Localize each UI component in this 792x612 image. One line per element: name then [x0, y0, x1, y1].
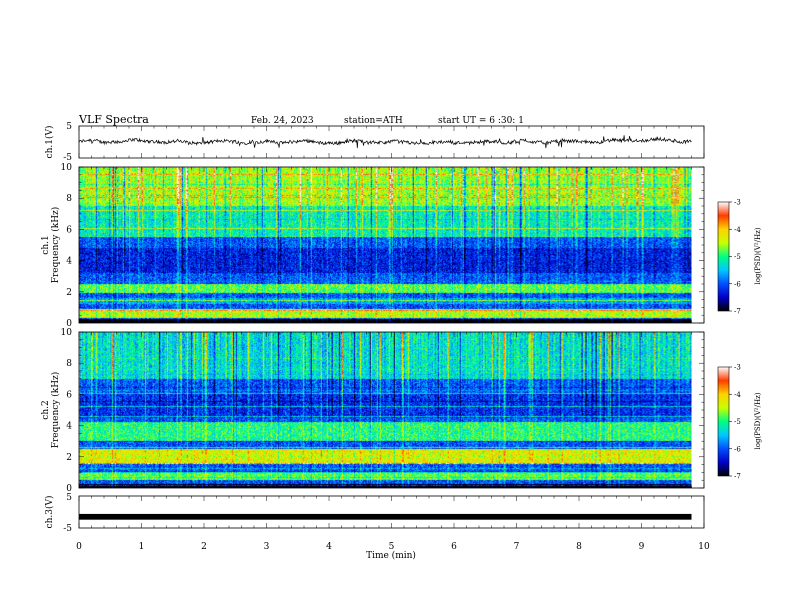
ch1-waveform-panel: 5 -5 ch.1(V) — [44, 122, 705, 163]
ch2-colorbar-label: log(PSD)(V²/Hz) — [754, 392, 762, 449]
ch1-spec-ylabel-bottom: Frequency (kHz) — [50, 207, 61, 284]
ch1-colorbar-fill — [717, 201, 730, 312]
ch1-trace — [78, 135, 692, 149]
ch1-spec-ytick-label: 0 — [66, 319, 72, 329]
time-axis-tick-1: 1 — [139, 542, 145, 552]
ch2-spec-ytick-label: 6 — [66, 390, 72, 400]
ch1-colorbar: -3 -4 -5 -6 -7 log(PSD)(V²/Hz) — [717, 199, 762, 316]
ch1-spec-xticks — [78, 167, 705, 323]
ch1-colorbar-tick-label: -4 — [734, 226, 741, 234]
time-axis-tick-7: 7 — [514, 542, 520, 552]
ch2-spec-ylabel-bottom: Frequency (kHz) — [50, 372, 61, 449]
ch1-spec-ytick-label: 10 — [61, 163, 73, 173]
time-axis-tick-6: 6 — [451, 542, 457, 552]
ch2-colorbar-tick-label: -7 — [734, 473, 741, 481]
ch3-trace — [79, 513, 692, 520]
ch2-spectrogram-image — [79, 332, 692, 488]
ch2-colorbar-ticks: -3 -4 -5 -6 -7 — [729, 364, 741, 481]
ch3-ytick-top: 5 — [66, 493, 72, 503]
ch2-colorbar-tick-label: -3 — [734, 364, 741, 372]
ch2-colorbar-tick-label: -6 — [734, 445, 741, 453]
ch3-xticks — [78, 496, 705, 528]
time-axis-tick-2: 2 — [201, 542, 207, 552]
time-axis-tick-5: 5 — [389, 542, 395, 552]
ch2-spec-yticks: 0 2 4 6 8 10 — [61, 328, 704, 494]
ch3-waveform-panel: 5 -5 ch.3(V) — [44, 493, 705, 534]
time-axis-tick-3: 3 — [264, 542, 270, 552]
ch2-spec-ytick-label: 10 — [61, 328, 73, 338]
ch2-spec-ytick-label: 0 — [66, 484, 72, 494]
ch2-colorbar: -3 -4 -5 -6 -7 log(PSD)(V²/Hz) — [717, 364, 762, 481]
ch2-colorbar-tick-label: -5 — [734, 418, 741, 426]
ch3-ytick-bottom: -5 — [63, 524, 72, 534]
ch1-spec-ytick-label: 6 — [66, 225, 72, 235]
ch1-xticks — [78, 126, 705, 158]
ch2-spec-ylabel-top: ch.2 — [41, 400, 51, 419]
ch3-ylabel: ch.3(V) — [44, 496, 55, 529]
ch1-spec-yticks: 0 2 4 6 8 10 — [61, 163, 704, 329]
ch2-colorbar-tick-label: -4 — [734, 391, 741, 399]
time-axis-tick-8: 8 — [576, 542, 582, 552]
start-ut-label: start UT = 6 :30: 1 — [438, 116, 524, 126]
ch1-spectrogram-image — [79, 167, 692, 323]
ch2-spec-ytick-label: 8 — [66, 359, 72, 369]
time-axis-tick-4: 4 — [326, 542, 332, 552]
ch1-colorbar-tick-label: -5 — [734, 253, 741, 261]
ch1-colorbar-tick-label: -7 — [734, 308, 741, 316]
ch2-spec-xticks — [78, 332, 705, 488]
ch1-colorbar-tick-label: -6 — [734, 280, 741, 288]
ch1-ylabel: ch.1(V) — [44, 126, 55, 159]
time-axis-tick-labels: 0 1 2 3 4 5 6 7 8 9 10 — [76, 542, 710, 552]
station-label: station=ATH — [344, 116, 403, 126]
ch1-colorbar-ticks: -3 -4 -5 -6 -7 — [729, 199, 741, 316]
ch1-ytick-top: 5 — [66, 122, 72, 132]
ch2-spectrogram-panel: 0 2 4 6 8 10 ch.2 Frequency (kHz) — [41, 328, 705, 494]
time-axis-label: Time (min) — [366, 550, 416, 561]
time-axis-tick-10: 10 — [698, 542, 710, 552]
ch2-colorbar-fill — [717, 366, 730, 477]
ch1-colorbar-label: log(PSD)(V²/Hz) — [754, 227, 762, 284]
ch2-spec-ytick-label: 4 — [66, 422, 72, 432]
ch1-spec-ytick-label: 4 — [66, 257, 72, 267]
ch2-spec-ytick-label: 2 — [66, 453, 72, 463]
ch1-spec-ytick-label: 8 — [66, 194, 72, 204]
ch1-ytick-bottom: -5 — [63, 153, 72, 163]
ch1-spec-ylabel-top: ch.1 — [41, 235, 51, 254]
time-axis-tick-0: 0 — [76, 542, 82, 552]
ch1-colorbar-tick-label: -3 — [734, 199, 741, 207]
time-axis-tick-9: 9 — [639, 542, 645, 552]
date-label: Feb. 24, 2023 — [251, 116, 314, 126]
ch1-spec-ytick-label: 2 — [66, 288, 72, 298]
ch1-spectrogram-panel: 0 2 4 6 8 10 ch.1 Frequency (kHz) — [41, 163, 705, 329]
figure-title: VLF Spectra — [78, 113, 149, 126]
